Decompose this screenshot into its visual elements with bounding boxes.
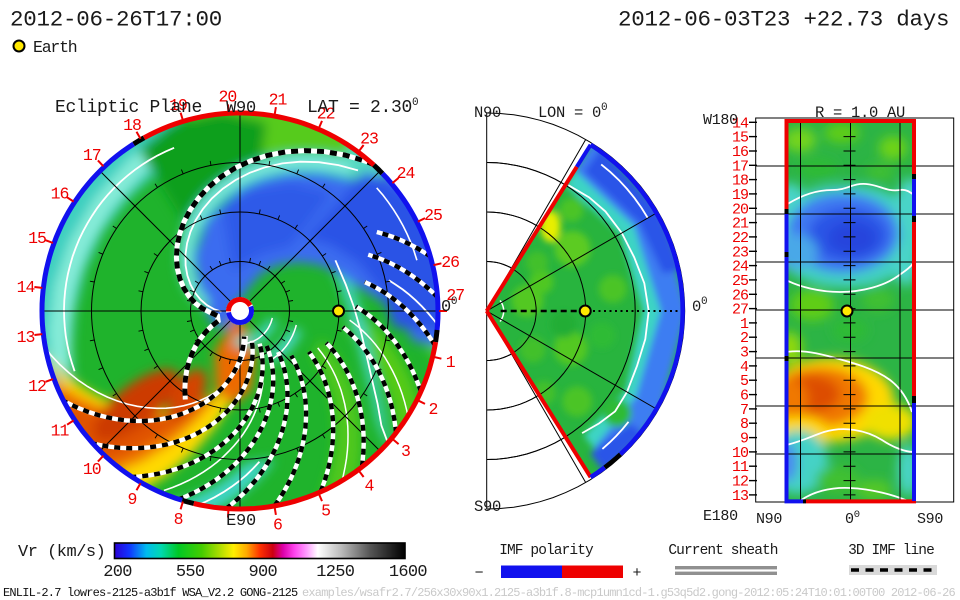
svg-text:9: 9 xyxy=(740,431,748,448)
svg-text:14: 14 xyxy=(732,115,749,132)
svg-text:18: 18 xyxy=(123,116,141,135)
svg-text:5: 5 xyxy=(321,501,330,520)
svg-text:11: 11 xyxy=(732,459,749,476)
svg-text:14: 14 xyxy=(17,278,36,297)
svg-text:W90: W90 xyxy=(226,99,256,118)
svg-text:13: 13 xyxy=(732,488,749,505)
svg-text:2: 2 xyxy=(429,400,438,419)
svg-text:S90: S90 xyxy=(474,498,501,516)
svg-text:19: 19 xyxy=(169,96,187,115)
svg-text:IMF polarity: IMF polarity xyxy=(499,543,594,559)
svg-text:N90: N90 xyxy=(474,104,501,122)
svg-text:E90: E90 xyxy=(226,512,256,531)
svg-text:R = 1.0 AU: R = 1.0 AU xyxy=(815,104,905,122)
svg-text:3: 3 xyxy=(740,345,749,362)
svg-text:LAT = 2.300: LAT = 2.300 xyxy=(307,97,418,118)
svg-text:Earth: Earth xyxy=(33,38,77,57)
svg-text:12: 12 xyxy=(28,377,46,396)
svg-text:E180: E180 xyxy=(703,508,738,525)
svg-text:Vr (km/s): Vr (km/s) xyxy=(18,543,105,562)
svg-text:27: 27 xyxy=(446,286,464,305)
svg-text:15: 15 xyxy=(732,130,749,147)
svg-text:7: 7 xyxy=(740,402,748,419)
svg-text:5: 5 xyxy=(740,373,749,390)
svg-text:21: 21 xyxy=(732,216,749,233)
svg-text:24: 24 xyxy=(397,164,416,183)
svg-text:Ecliptic Plane: Ecliptic Plane xyxy=(55,98,202,118)
svg-text:16: 16 xyxy=(51,184,69,203)
svg-text:3D IMF line: 3D IMF line xyxy=(848,543,934,559)
svg-text:LON = 00: LON = 00 xyxy=(538,102,607,122)
svg-text:8: 8 xyxy=(174,510,183,529)
svg-text:ENLIL-2.7 lowres-2125-a3b1f WS: ENLIL-2.7 lowres-2125-a3b1f WSA_V2.2 GON… xyxy=(3,586,298,600)
svg-text:1600: 1600 xyxy=(389,563,428,582)
svg-text:15: 15 xyxy=(28,229,46,248)
svg-text:21: 21 xyxy=(269,90,288,109)
svg-text:22: 22 xyxy=(317,105,335,124)
svg-text:27: 27 xyxy=(732,302,748,319)
svg-text:9: 9 xyxy=(128,490,137,509)
svg-text:26: 26 xyxy=(732,287,749,304)
svg-text:4: 4 xyxy=(740,359,749,376)
svg-text:12: 12 xyxy=(732,474,748,491)
svg-text:−: − xyxy=(474,565,483,582)
svg-text:550: 550 xyxy=(176,563,205,582)
svg-text:1: 1 xyxy=(446,353,456,372)
svg-text:S90: S90 xyxy=(917,511,943,528)
svg-text:6: 6 xyxy=(740,388,749,405)
svg-text:6: 6 xyxy=(273,516,282,535)
svg-text:1250: 1250 xyxy=(316,563,355,582)
svg-text:900: 900 xyxy=(248,563,277,582)
svg-text:20: 20 xyxy=(218,87,236,106)
svg-text:24: 24 xyxy=(732,259,749,276)
svg-text:Current sheath: Current sheath xyxy=(668,543,777,559)
svg-text:+: + xyxy=(632,565,641,582)
svg-text:25: 25 xyxy=(732,273,749,290)
svg-text:25: 25 xyxy=(424,206,442,225)
svg-text:examples/wsafr2.7/256x30x90x1.: examples/wsafr2.7/256x30x90x1.2125-a3b1f… xyxy=(302,586,956,600)
svg-text:1: 1 xyxy=(740,316,749,333)
svg-text:2012-06-03T23 +22.73 days: 2012-06-03T23 +22.73 days xyxy=(618,7,949,33)
svg-text:4: 4 xyxy=(365,476,375,495)
svg-text:20: 20 xyxy=(732,201,749,218)
svg-text:26: 26 xyxy=(441,253,459,272)
svg-text:200: 200 xyxy=(103,563,132,582)
svg-text:10: 10 xyxy=(83,460,101,479)
svg-text:8: 8 xyxy=(740,416,749,433)
svg-text:23: 23 xyxy=(360,130,378,149)
svg-text:17: 17 xyxy=(83,146,101,165)
svg-text:18: 18 xyxy=(732,173,749,190)
svg-text:16: 16 xyxy=(732,144,749,161)
svg-text:2: 2 xyxy=(740,330,748,347)
svg-text:22: 22 xyxy=(732,230,748,247)
svg-text:19: 19 xyxy=(732,187,748,204)
svg-text:N90: N90 xyxy=(756,511,782,528)
svg-text:17: 17 xyxy=(732,158,748,175)
svg-text:2012-06-26T17:00: 2012-06-26T17:00 xyxy=(10,7,222,33)
svg-text:3: 3 xyxy=(401,442,410,461)
svg-text:13: 13 xyxy=(17,328,35,347)
svg-text:10: 10 xyxy=(732,445,749,462)
svg-text:23: 23 xyxy=(732,244,749,261)
svg-text:W180: W180 xyxy=(703,112,738,129)
svg-text:11: 11 xyxy=(51,422,70,441)
